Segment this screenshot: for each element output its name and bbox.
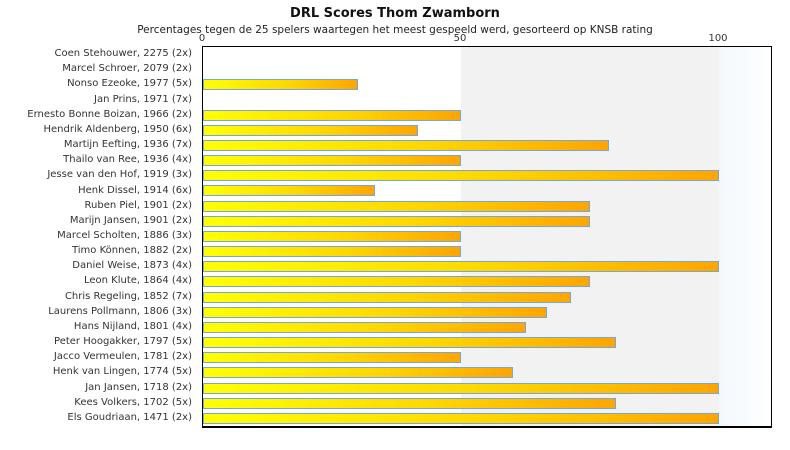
bar xyxy=(203,246,461,258)
y-axis-label: Marijn Jansen, 1901 (2x) xyxy=(69,214,192,226)
y-axis-label: Marcel Schroer, 2079 (2x) xyxy=(62,63,192,75)
y-axis-label: Hendrik Aldenberg, 1950 (6x) xyxy=(43,123,192,135)
y-axis-label: Daniel Weise, 1873 (4x) xyxy=(72,260,192,272)
y-axis-label: Coen Stehouwer, 2275 (2x) xyxy=(54,48,193,60)
y-axis-label: Henk van Lingen, 1774 (5x) xyxy=(52,366,192,378)
y-axis-label: Jesse van den Hof, 1919 (3x) xyxy=(47,169,192,181)
bar xyxy=(203,397,616,409)
y-axis-label: Timo Können, 1882 (2x) xyxy=(71,245,192,257)
bar xyxy=(203,276,590,288)
bar xyxy=(203,291,572,303)
y-axis-label: Jacco Vermeulen, 1781 (2x) xyxy=(53,351,192,363)
bar xyxy=(203,352,461,364)
y-axis-label: Martijn Eefting, 1936 (7x) xyxy=(63,139,192,151)
band-50-100 xyxy=(461,47,719,426)
y-axis-label: Peter Hoogakker, 1797 (5x) xyxy=(54,336,192,348)
bar xyxy=(203,412,719,424)
plot-area xyxy=(202,46,772,428)
bar xyxy=(203,321,526,333)
y-axis-label: Leon Klute, 1864 (4x) xyxy=(84,275,192,287)
bar xyxy=(203,170,719,182)
x-tick-label: 50 xyxy=(453,33,467,44)
y-axis-label: Nonso Ezeoke, 1977 (5x) xyxy=(67,78,192,90)
y-axis-label: Laurens Pollmann, 1806 (3x) xyxy=(48,305,192,317)
band-overflow xyxy=(719,47,771,426)
y-axis-label: Hans Nijland, 1801 (4x) xyxy=(73,320,192,332)
y-axis-label: Kees Volkers, 1702 (5x) xyxy=(74,396,192,408)
y-axis-label: Ernesto Bonne Boizan, 1966 (2x) xyxy=(27,108,192,120)
bar xyxy=(203,382,719,394)
bar xyxy=(203,367,513,379)
bar xyxy=(203,230,461,242)
y-axis-label: Chris Regeling, 1852 (7x) xyxy=(64,290,192,302)
chart-title: DRL Scores Thom Zwamborn xyxy=(290,6,500,21)
bar xyxy=(203,215,590,227)
bar xyxy=(203,79,358,91)
y-axis-label: Jan Prins, 1971 (7x) xyxy=(94,93,192,105)
y-axis-label: Marcel Scholten, 1886 (3x) xyxy=(57,229,192,241)
bar xyxy=(203,200,590,212)
y-axis-label: Thailo van Ree, 1936 (4x) xyxy=(63,154,192,166)
bar xyxy=(203,306,548,318)
bar xyxy=(203,155,461,167)
y-axis-label: Ruben Piel, 1901 (2x) xyxy=(84,199,192,211)
bar xyxy=(203,109,461,121)
x-tick-label: 0 xyxy=(198,33,206,44)
chart-subtitle: Percentages tegen de 25 spelers waartege… xyxy=(137,24,653,36)
y-axis-label: Jan Jansen, 1718 (2x) xyxy=(85,381,192,393)
bar xyxy=(203,139,609,151)
y-axis-label: Els Goudriaan, 1471 (2x) xyxy=(67,411,192,423)
bar xyxy=(203,185,375,197)
y-axis-label: Henk Dissel, 1914 (6x) xyxy=(78,184,192,196)
bar xyxy=(203,261,719,273)
bar xyxy=(203,337,616,349)
bar xyxy=(203,124,419,136)
x-tick-label: 100 xyxy=(708,33,728,44)
